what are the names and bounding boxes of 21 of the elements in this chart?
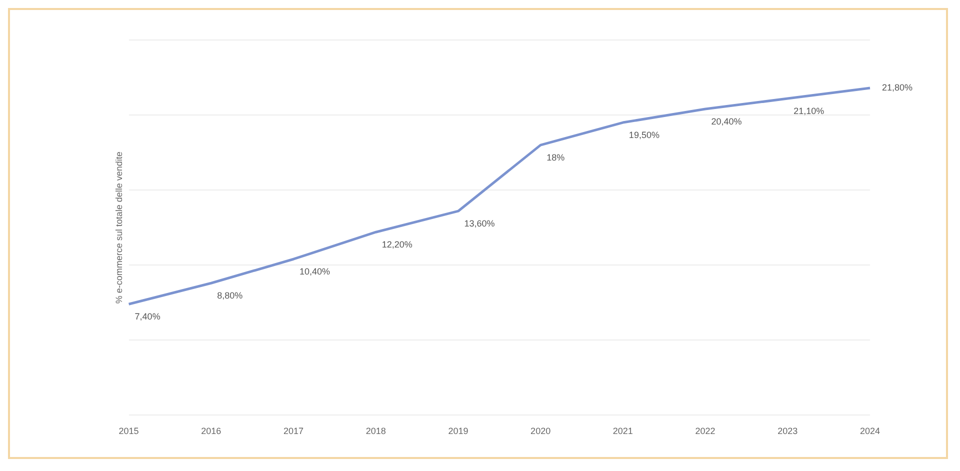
x-tick-label: 2017 (283, 426, 304, 436)
data-label: 7,40% (134, 312, 160, 322)
data-label: 20,40% (711, 116, 742, 127)
data-label: 10,40% (300, 266, 330, 277)
data-label: 21,10% (794, 106, 824, 116)
y-axis-title: % e-commerce sul totale delle vendite (114, 152, 124, 304)
x-tick-label: 2022 (695, 426, 716, 436)
data-label: 19,50% (628, 130, 660, 140)
x-tick-label: 2024 (860, 426, 880, 436)
x-tick-label: 2015 (118, 426, 139, 436)
x-tick-label: 2021 (612, 426, 633, 436)
x-tick-label: 2018 (366, 426, 386, 436)
x-tick-label: 2023 (778, 426, 798, 436)
x-tick-label: 2020 (530, 426, 551, 436)
data-label: 13,60% (464, 218, 495, 229)
data-label: 12,20% (382, 240, 412, 250)
data-label: 21,80% (882, 82, 913, 93)
x-tick-label: 2019 (448, 426, 468, 436)
x-tick-label: 2016 (201, 426, 222, 436)
data-label: 8,80% (217, 290, 243, 301)
data-label: 18% (546, 152, 565, 163)
